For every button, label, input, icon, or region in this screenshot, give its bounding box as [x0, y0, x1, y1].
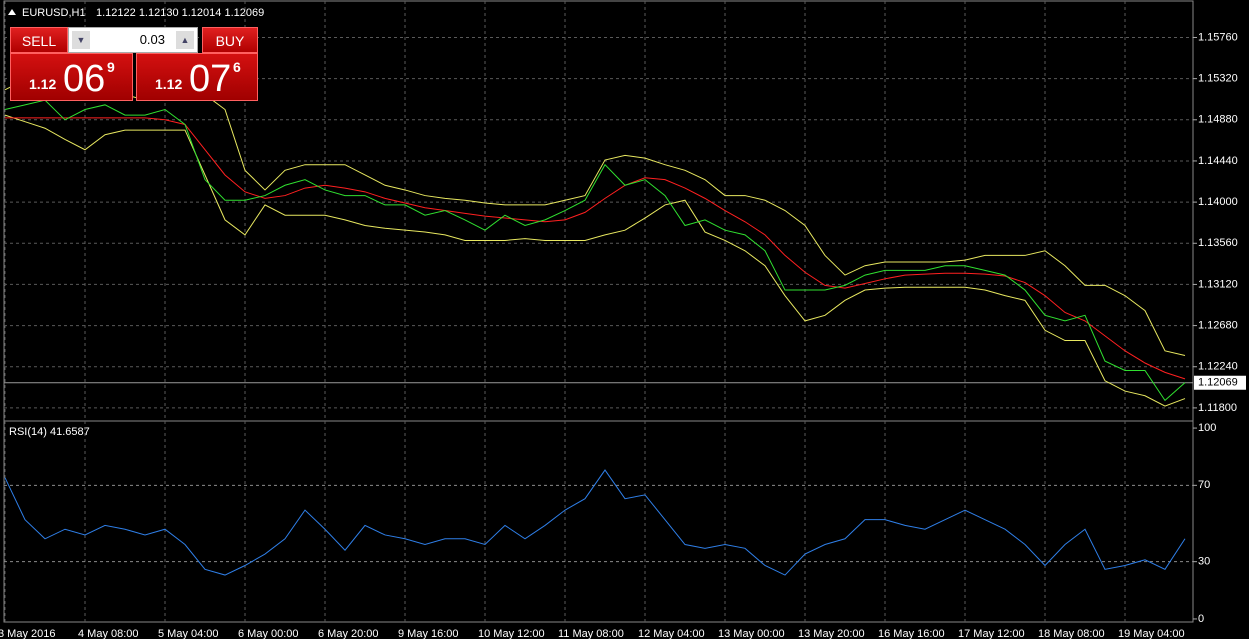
- y-tick-label: 1.14880: [1198, 114, 1238, 126]
- x-tick-label: 19 May 04:00: [1118, 628, 1185, 639]
- y-tick-label: 1.15760: [1198, 31, 1238, 43]
- current-price-box: [1194, 375, 1246, 390]
- x-tick-label: 6 May 20:00: [318, 628, 379, 639]
- rsi-frame: [3, 420, 1194, 623]
- y-tick-label: 1.11800: [1198, 402, 1237, 414]
- series-line: [5, 117, 1186, 380]
- y-tick-label: 1.12680: [1198, 319, 1238, 331]
- x-tick-label: 13 May 20:00: [798, 628, 865, 639]
- x-tick-label: 4 May 08:00: [78, 628, 139, 639]
- series-line: [4, 99, 1186, 402]
- rsi-title: RSI(14) 41.6587: [9, 426, 90, 438]
- x-tick-label: 16 May 16:00: [878, 628, 945, 639]
- y-tick-label: 1.13560: [1198, 237, 1238, 249]
- bid-pips: 06: [63, 58, 106, 100]
- current-price-label: 1.12069: [1198, 377, 1238, 389]
- y-tick-label: 100: [1198, 422, 1216, 434]
- bid-point: 9: [107, 59, 115, 75]
- y-tick-label: 1.13120: [1198, 278, 1238, 290]
- lot-spinner: ▼ 0.03 ▲: [68, 27, 198, 53]
- lot-value[interactable]: 0.03: [139, 32, 165, 47]
- x-tick-label: 6 May 00:00: [238, 628, 299, 639]
- y-tick-label: 1.14440: [1198, 155, 1238, 167]
- bid-big: 1.12: [29, 76, 57, 92]
- x-tick-label: 17 May 12:00: [958, 628, 1025, 639]
- y-tick-label: 1.15320: [1198, 73, 1238, 85]
- chart-title: EURUSD,H1: [22, 7, 86, 19]
- x-tick-label: 11 May 08:00: [558, 628, 624, 639]
- y-tick-label: 70: [1198, 479, 1210, 491]
- ask-price[interactable]: 1.12 07 6: [136, 53, 258, 101]
- x-tick-label: 12 May 04:00: [638, 628, 705, 639]
- x-tick-label: 9 May 16:00: [398, 628, 459, 639]
- buy-button[interactable]: BUY: [202, 27, 258, 53]
- series-line: [4, 114, 1186, 407]
- series-line: [4, 469, 1186, 576]
- y-tick-label: 1.14000: [1198, 196, 1238, 208]
- y-tick-label: 30: [1198, 556, 1210, 568]
- x-tick-label: 5 May 04:00: [158, 628, 219, 639]
- lot-down[interactable]: ▼: [72, 31, 90, 49]
- x-tick-label: 18 May 08:00: [1038, 628, 1105, 639]
- ask-big: 1.12: [155, 76, 183, 92]
- series-line: [4, 74, 1186, 357]
- x-tick-label: 10 May 12:00: [478, 628, 545, 639]
- chart-subtitle: 1.12122 1.12130 1.12014 1.12069: [96, 7, 264, 19]
- bid-price[interactable]: 1.12 06 9: [10, 53, 133, 101]
- y-tick-label: 1.12240: [1198, 361, 1238, 373]
- collapse-icon: [8, 9, 16, 15]
- x-tick-label: 13 May 00:00: [718, 628, 785, 639]
- lot-up[interactable]: ▲: [176, 31, 194, 49]
- sell-button[interactable]: SELL: [10, 27, 68, 53]
- y-tick-label: 0: [1198, 613, 1204, 625]
- ask-point: 6: [233, 59, 241, 75]
- ask-pips: 07: [189, 58, 232, 100]
- x-tick-label: 3 May 2016: [0, 628, 55, 639]
